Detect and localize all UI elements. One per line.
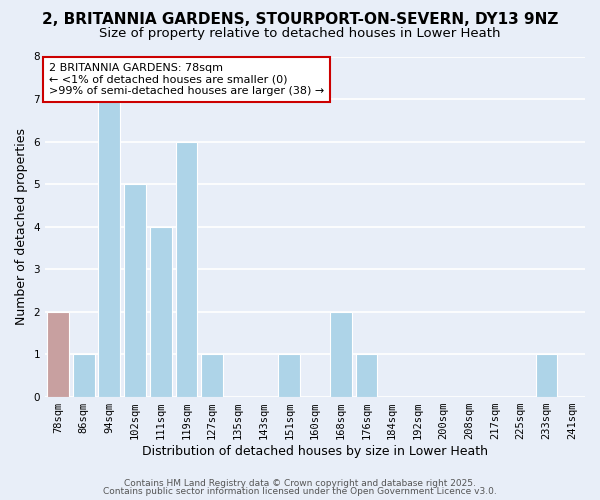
Bar: [73, 354, 95, 397]
Text: 2 BRITANNIA GARDENS: 78sqm
← <1% of detached houses are smaller (0)
>99% of semi: 2 BRITANNIA GARDENS: 78sqm ← <1% of deta…: [49, 63, 324, 96]
Bar: [201, 354, 223, 397]
Bar: [356, 354, 377, 397]
Y-axis label: Number of detached properties: Number of detached properties: [15, 128, 28, 325]
Bar: [278, 354, 300, 397]
Bar: [536, 354, 557, 397]
Bar: [124, 184, 146, 396]
Bar: [330, 312, 352, 396]
Bar: [150, 226, 172, 396]
X-axis label: Distribution of detached houses by size in Lower Heath: Distribution of detached houses by size …: [142, 444, 488, 458]
Text: 2, BRITANNIA GARDENS, STOURPORT-ON-SEVERN, DY13 9NZ: 2, BRITANNIA GARDENS, STOURPORT-ON-SEVER…: [42, 12, 558, 28]
Text: Size of property relative to detached houses in Lower Heath: Size of property relative to detached ho…: [99, 28, 501, 40]
Bar: [176, 142, 197, 396]
Text: Contains public sector information licensed under the Open Government Licence v3: Contains public sector information licen…: [103, 487, 497, 496]
Bar: [47, 312, 69, 396]
Bar: [98, 99, 120, 396]
Text: Contains HM Land Registry data © Crown copyright and database right 2025.: Contains HM Land Registry data © Crown c…: [124, 478, 476, 488]
